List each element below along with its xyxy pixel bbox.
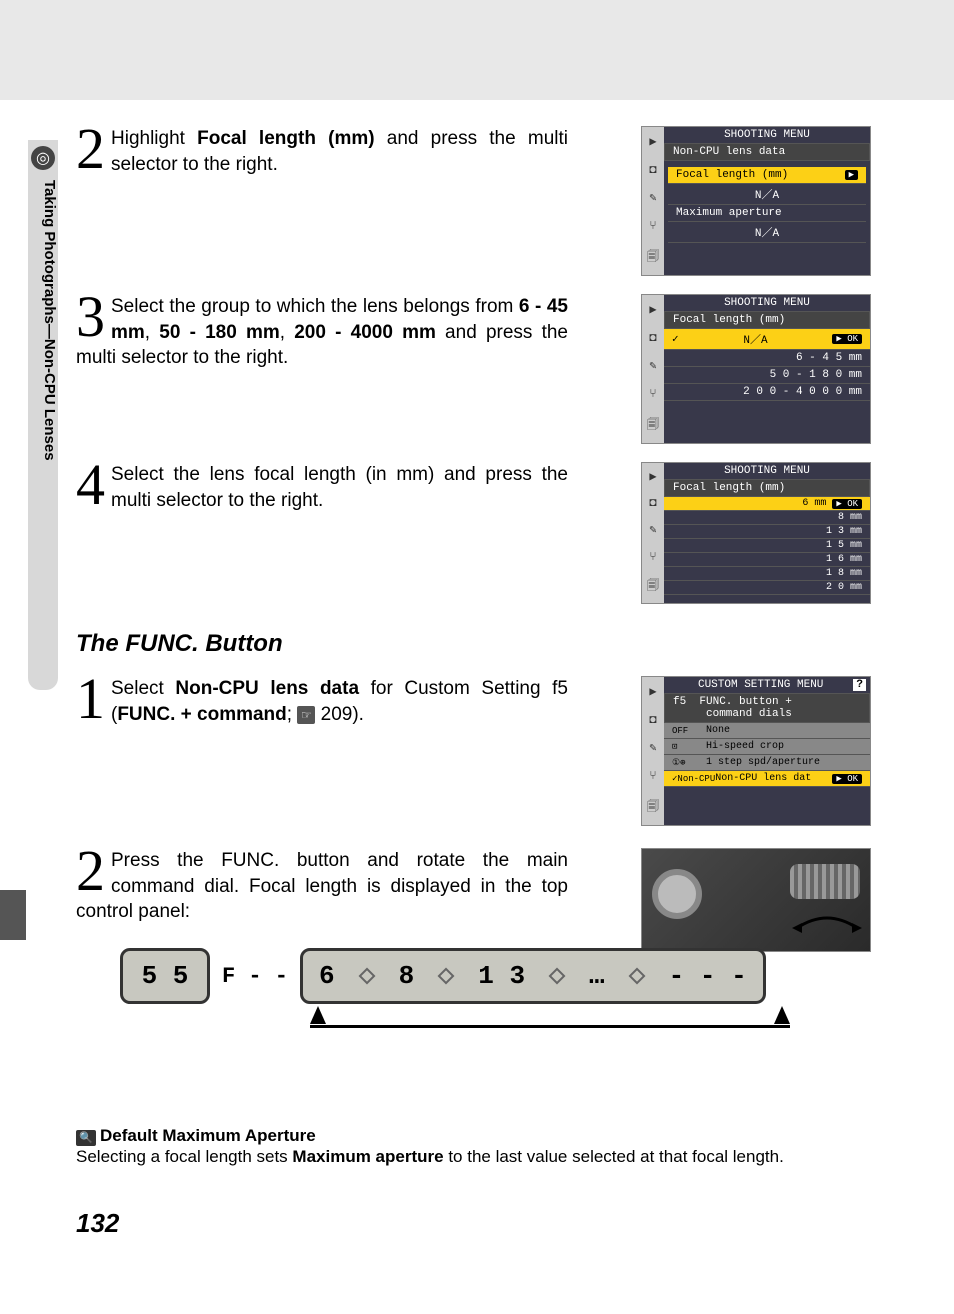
menu-item: Maximum aperture xyxy=(668,205,866,222)
menu-title: CUSTOM SETTING MENU ? xyxy=(664,677,870,693)
step-text: Press the FUNC. button and rotate the ma… xyxy=(76,848,568,925)
menu-subtitle: Focal length (mm) xyxy=(664,479,870,497)
header-band xyxy=(0,0,954,100)
step-text: Select the group to which the lens belon… xyxy=(76,294,568,371)
note-default-aperture: 🔍Default Maximum Aperture Selecting a fo… xyxy=(76,1126,874,1169)
menu-item[interactable]: 8 mm xyxy=(664,511,870,525)
step-b-1: 1 Select Non-CPU lens data for Custom Se… xyxy=(76,676,568,727)
lcd-underline xyxy=(310,1025,790,1028)
menu-item[interactable]: 1 6 mm xyxy=(664,553,870,567)
menu-item-focal-length[interactable]: Focal length (mm)▶ xyxy=(668,167,866,184)
section-tab-text: Taking Photographs—Non-CPU Lenses xyxy=(28,180,58,461)
step-number: 4 xyxy=(76,462,105,508)
menu-item[interactable]: 6 mm▶ OK xyxy=(664,497,870,511)
menu-tab-icons: ▶◘✎⑂🗐 xyxy=(642,677,664,825)
menu-item[interactable]: 6 - 4 5 mm xyxy=(664,350,870,367)
note-title: 🔍Default Maximum Aperture xyxy=(76,1126,874,1146)
menu-tab-icons: ▶◘✎⑂🗐 xyxy=(642,463,664,603)
menu-item: N／A xyxy=(668,184,866,205)
step-a-3: 3 Select the group to which the lens bel… xyxy=(76,294,568,371)
side-marker xyxy=(0,890,26,940)
menu-item[interactable]: OFFNone xyxy=(664,723,870,739)
section-heading-func: The FUNC. Button xyxy=(76,630,283,658)
note-icon: 🔍 xyxy=(76,1130,96,1146)
step-number: 2 xyxy=(76,848,105,894)
menu-item[interactable]: 1 5 mm xyxy=(664,539,870,553)
step-a-2: 2 Highlight Focal length (mm) and press … xyxy=(76,126,568,177)
menu-focal-value: ▶◘✎⑂🗐 SHOOTING MENU Focal length (mm) 6 … xyxy=(641,462,871,604)
menu-item[interactable]: ✓Non-CPUNon-CPU lens dat▶ OK xyxy=(664,771,870,787)
section-tab: ◎ Taking Photographs—Non-CPU Lenses xyxy=(28,140,58,690)
menu-shooting-noncpu: ▶◘✎⑂🗐 SHOOTING MENU Non-CPU lens data Fo… xyxy=(641,126,871,276)
lcd-f: F - - xyxy=(222,964,288,989)
menu-subtitle: Non-CPU lens data xyxy=(664,143,870,161)
lcd-value-left: 5 5 xyxy=(120,948,210,1004)
step-number: 1 xyxy=(76,676,105,722)
step-number: 2 xyxy=(76,126,105,172)
step-number: 3 xyxy=(76,294,105,340)
menu-title: SHOOTING MENU xyxy=(664,463,870,479)
step-text: Highlight Focal length (mm) and press th… xyxy=(76,126,568,177)
step-b-2: 2 Press the FUNC. button and rotate the … xyxy=(76,848,568,925)
note-body: Selecting a focal length sets Maximum ap… xyxy=(76,1146,874,1169)
step-text: Select Non-CPU lens data for Custom Sett… xyxy=(76,676,568,727)
menu-subtitle: f5 FUNC. button + command dials xyxy=(664,693,870,723)
section-tab-icon: ◎ xyxy=(31,146,55,170)
step-text: Select the lens focal length (in mm) and… xyxy=(76,462,568,513)
menu-title: SHOOTING MENU xyxy=(664,295,870,311)
help-icon[interactable]: ? xyxy=(853,679,866,691)
menu-item[interactable]: 5 0 - 1 8 0 mm xyxy=(664,367,870,384)
menu-tab-icons: ▶◘✎⑂🗐 xyxy=(642,295,664,443)
lcd-display: 5 5 F - - 6 8 1 3 … - - - xyxy=(120,948,766,1004)
menu-tab-icons: ▶◘✎⑂🗐 xyxy=(642,127,664,275)
menu-item[interactable]: ⊡Hi-speed crop xyxy=(664,739,870,755)
menu-item[interactable]: ①⊕1 step spd/aperture xyxy=(664,755,870,771)
menu-custom-setting: ▶◘✎⑂🗐 CUSTOM SETTING MENU ? f5 FUNC. but… xyxy=(641,676,871,826)
menu-item: N／A xyxy=(668,222,866,243)
step-a-4: 4 Select the lens focal length (in mm) a… xyxy=(76,462,568,513)
menu-item-na[interactable]: ✓N／A▶ OK xyxy=(664,329,870,350)
lcd-sequence: 6 8 1 3 … - - - xyxy=(300,948,766,1004)
menu-item[interactable]: 2 0 0 - 4 0 0 0 mm xyxy=(664,384,870,401)
lcd-arrows xyxy=(310,1006,790,1024)
menu-subtitle: Focal length (mm) xyxy=(664,311,870,329)
menu-item[interactable]: 2 0 mm xyxy=(664,581,870,595)
menu-item[interactable]: 1 8 mm xyxy=(664,567,870,581)
camera-illustration xyxy=(641,848,871,952)
menu-item[interactable]: 1 3 mm xyxy=(664,525,870,539)
menu-title: SHOOTING MENU xyxy=(664,127,870,143)
menu-focal-group: ▶◘✎⑂🗐 SHOOTING MENU Focal length (mm) ✓N… xyxy=(641,294,871,444)
page-number: 132 xyxy=(76,1208,119,1239)
